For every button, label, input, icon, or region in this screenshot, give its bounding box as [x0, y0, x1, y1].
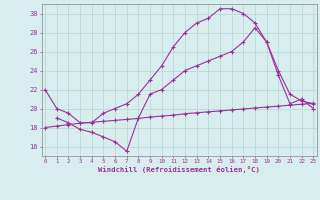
X-axis label: Windchill (Refroidissement éolien,°C): Windchill (Refroidissement éolien,°C): [98, 166, 260, 173]
